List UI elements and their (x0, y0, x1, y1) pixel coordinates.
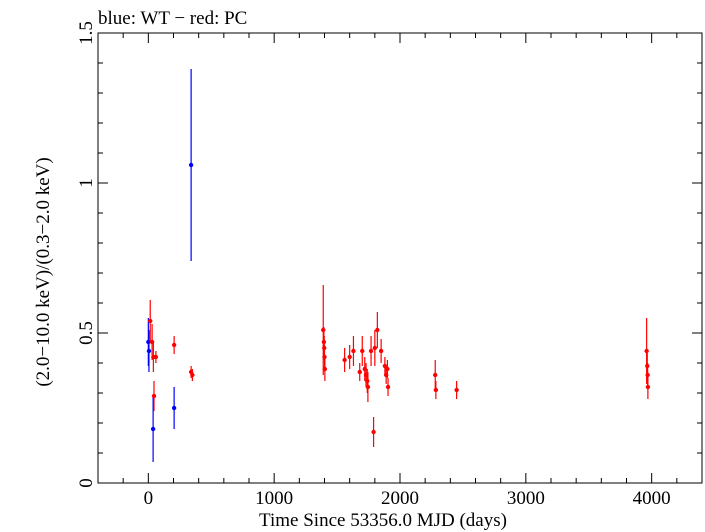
pc-data-point (371, 429, 376, 435)
wt-data-point (146, 348, 152, 354)
pc-data-point (357, 369, 362, 375)
data-points (146, 69, 651, 462)
pc-data-point (365, 384, 371, 390)
pc-data-point (385, 384, 391, 390)
pc-data-point (322, 366, 328, 372)
x-tick-label: 4000 (633, 488, 671, 509)
pc-data-point (171, 342, 177, 348)
x-tick-label: 1000 (255, 488, 293, 509)
x-tick-label: 0 (144, 488, 154, 509)
y-tick-label: 1.5 (76, 21, 97, 45)
x-tick-label: 2000 (381, 488, 419, 509)
y-tick-label: 0.5 (76, 321, 97, 345)
pc-data-point (365, 378, 370, 384)
pc-data-point (321, 327, 326, 333)
plot-frame (97, 32, 703, 484)
pc-data-point (433, 387, 439, 393)
pc-data-point (385, 366, 390, 372)
chart-title: blue: WT − red: PC (98, 8, 247, 29)
pc-data-point (372, 345, 378, 351)
y-tick-label: 1 (76, 178, 97, 188)
y-axis-label: (2.0−10.0 keV)/(0.3−2.0 keV) (33, 157, 54, 386)
pc-data-point (148, 318, 153, 324)
axis-ticks: 0 1000 2000 3000 4000 0 0.5 1 1.5 (76, 21, 703, 509)
y-tick-label: 0 (76, 478, 97, 488)
wt-data-point (171, 405, 177, 411)
pc-data-point (190, 372, 195, 378)
pc-data-point (378, 348, 384, 354)
pc-data-point (644, 348, 649, 354)
x-tick-label: 3000 (507, 488, 545, 509)
wt-data-point (188, 162, 194, 168)
pc-data-point (368, 348, 374, 354)
pc-data-point (351, 348, 356, 354)
pc-data-point (342, 357, 347, 363)
wt-data-point (150, 426, 156, 432)
pc-data-point (151, 393, 157, 399)
pc-data-point (375, 327, 380, 333)
pc-data-point (454, 387, 459, 393)
pc-data-point (153, 354, 159, 360)
pc-data-point (433, 372, 438, 378)
pc-data-point (347, 354, 352, 360)
pc-data-point (360, 348, 365, 354)
x-axis-label: Time Since 53356.0 MJD (days) (259, 510, 507, 531)
pc-data-point (645, 384, 651, 390)
